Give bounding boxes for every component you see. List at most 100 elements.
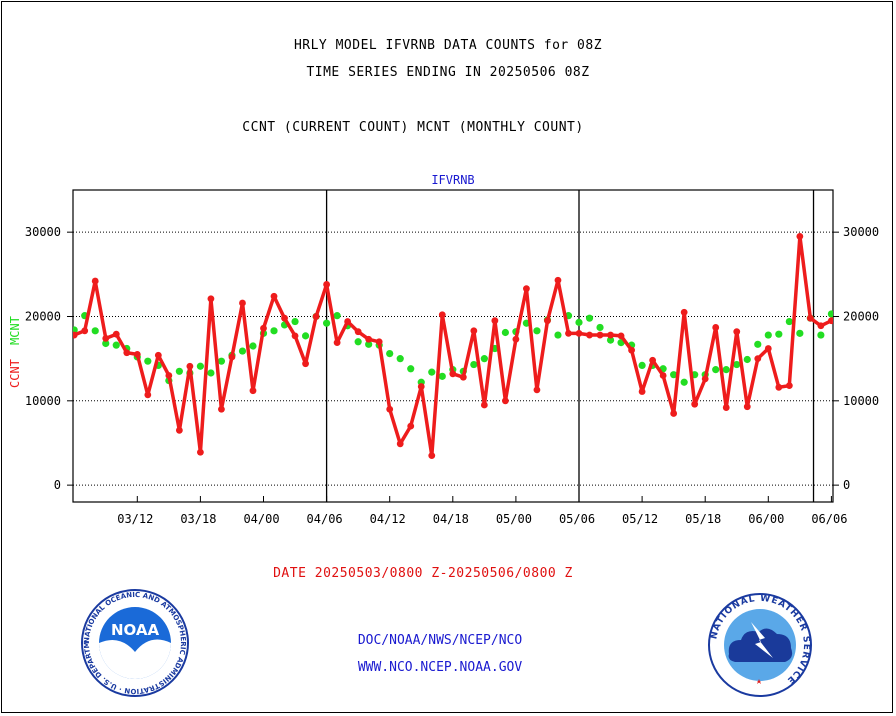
mcnt-point — [796, 329, 804, 337]
ccnt-point — [428, 452, 436, 460]
ccnt-point — [281, 314, 288, 322]
ccnt-point — [218, 405, 225, 413]
plot-frame — [72, 189, 834, 503]
mcnt-point — [428, 368, 436, 376]
ccnt-point — [628, 346, 635, 354]
ccnt-point — [333, 339, 341, 347]
x-tick-label: 03/12 — [117, 512, 153, 526]
ccnt-point — [554, 276, 562, 284]
nws-logo: NATIONAL WEATHER SERVICE — [708, 593, 812, 697]
ccnt-point — [197, 448, 204, 456]
plot-label: IFVRNB — [431, 173, 474, 187]
ccnt-point — [239, 299, 246, 307]
ccnt-point — [459, 373, 467, 381]
mcnt-point — [501, 328, 509, 337]
ccnt-point — [186, 362, 194, 370]
ccnt-point — [586, 331, 593, 339]
ccnt-point — [249, 387, 257, 395]
ccnt-point — [438, 311, 446, 319]
mcnt-point — [91, 327, 99, 335]
y-tick-label-left: 10000 — [25, 394, 61, 408]
y-tick-label-right: 10000 — [843, 394, 879, 408]
ccnt-point — [544, 317, 551, 325]
mcnt-point — [438, 372, 446, 380]
mcnt-point — [785, 317, 793, 326]
y-tick-label-left: 30000 — [25, 225, 61, 239]
ccnt-point — [91, 277, 99, 285]
chart-series-description: CCNT (CURRENT COUNT) MCNT (MONTHLY COUNT… — [242, 120, 584, 135]
x-tick-label: 04/06 — [307, 512, 343, 526]
y-tick-label-left: 0 — [54, 478, 61, 492]
mcnt-point — [396, 355, 404, 363]
mcnt-point — [680, 378, 688, 386]
website-text: WWW.NCO.NCEP.NOAA.GOV — [357, 660, 523, 675]
ccnt-point — [617, 332, 625, 340]
mcnt-point — [112, 341, 120, 349]
mcnt-point — [754, 340, 762, 348]
ccnt-point — [480, 401, 488, 409]
x-tick-label: 04/18 — [433, 512, 469, 526]
mcnt-point — [638, 361, 646, 369]
mcnt-point — [301, 332, 310, 340]
ccnt-point — [680, 308, 688, 316]
ccnt-point — [785, 382, 793, 390]
x-tick-label: 04/00 — [243, 512, 279, 526]
mcnt-point — [670, 371, 678, 379]
ccnt-point — [207, 295, 215, 303]
y-tick-label-left: 20000 — [25, 309, 61, 323]
ccnt-point — [291, 332, 299, 340]
mcnt-point — [217, 357, 226, 365]
ccnt-point — [712, 324, 720, 331]
mcnt-point — [333, 312, 341, 320]
ccnt-point — [806, 314, 814, 322]
y-tick-label-right: 0 — [843, 478, 850, 492]
mcnt-point — [249, 342, 257, 350]
noaa-text: NOAA — [111, 621, 160, 639]
ccnt-point — [175, 426, 183, 434]
x-tick-label: 06/06 — [811, 512, 847, 526]
mcnt-point — [733, 360, 741, 369]
ccnt-point — [701, 375, 709, 383]
mcnt-point — [533, 327, 541, 335]
mcnt-point — [196, 362, 204, 370]
ccnt-point — [417, 383, 425, 390]
ccnt-point — [375, 338, 383, 346]
ccnt-point — [81, 327, 89, 335]
mcnt-point — [238, 347, 247, 355]
org-path-text: DOC/NOAA/NWS/NCEP/NCO — [357, 633, 523, 648]
ccnt-point — [659, 372, 667, 379]
ccnt-point — [796, 232, 804, 240]
ccnt-point — [649, 356, 657, 364]
ccnt-point — [575, 329, 583, 337]
ccnt-point — [491, 317, 499, 325]
y-axis-label-ccnt: CCNT — [8, 359, 22, 388]
ccnt-point — [565, 329, 572, 337]
ccnt-point — [270, 292, 278, 300]
x-tick-label: 05/12 — [622, 512, 658, 526]
x-tick-label: 05/00 — [496, 512, 532, 526]
time-series-chart: IFVRNB 0 0 10000 10000 20000 20000 30000 30000 03… — [8, 173, 879, 526]
ccnt-point — [323, 281, 330, 288]
mcnt-point — [596, 323, 604, 332]
ccnt-point — [354, 328, 362, 336]
ccnt-point — [733, 328, 741, 336]
ccnt-point — [228, 353, 236, 361]
ccnt-point — [302, 360, 309, 368]
x-tick-label: 05/18 — [685, 512, 721, 526]
x-tick-label: 03/18 — [180, 512, 216, 526]
mcnt-point — [817, 331, 825, 339]
mcnt-point — [175, 367, 183, 375]
mcnt-point — [470, 360, 478, 369]
ccnt-point — [73, 331, 78, 339]
mcnt-point — [144, 357, 152, 365]
mcnt-point — [722, 366, 730, 374]
y-axis-label-mcnt: MCNT — [8, 316, 22, 345]
ccnt-point — [691, 400, 699, 408]
mcnt-point — [606, 336, 615, 344]
mcnt-point — [775, 330, 783, 338]
x-tick-label: 06/00 — [748, 512, 784, 526]
ccnt-point — [407, 422, 415, 430]
ccnt-point — [596, 331, 604, 339]
ccnt-point — [165, 372, 173, 379]
ccnt-point — [102, 335, 110, 342]
